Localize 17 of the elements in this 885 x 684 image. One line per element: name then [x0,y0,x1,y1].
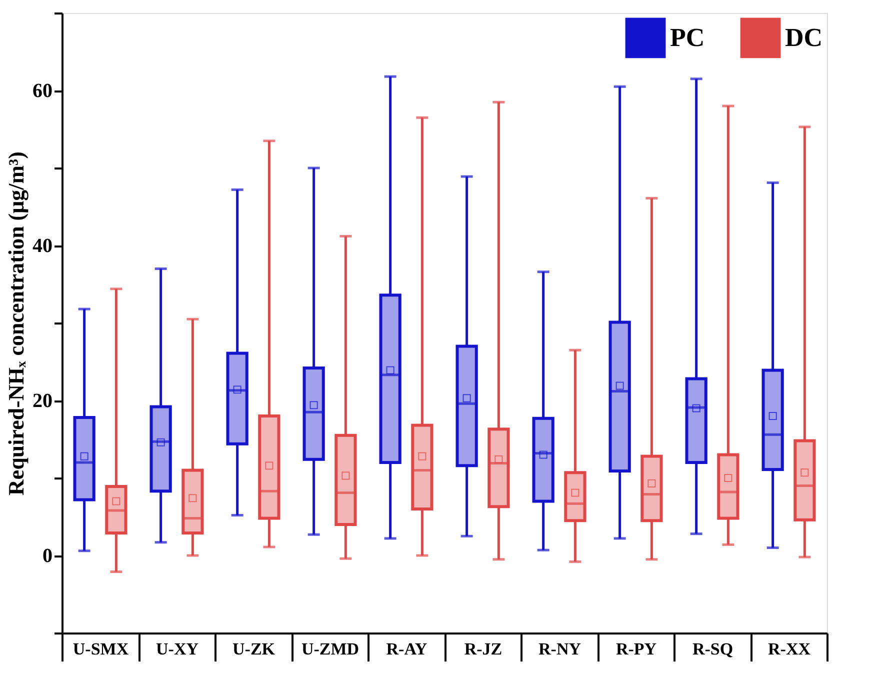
x-tick-label: U-ZK [232,640,276,658]
x-tick-label: U-XY [156,640,198,658]
x-tick-label: R-JZ [464,640,502,658]
x-tick-label: R-PY [616,640,657,658]
legend-label: DC [785,22,823,52]
y-tick-label: 0 [42,545,52,567]
x-tick-label: R-NY [538,640,581,658]
y-axis-title: Required-NHₓ concentration (μg/m³) [4,152,28,496]
x-tick-label: R-AY [386,640,428,658]
y-tick-label: 60 [32,80,52,102]
x-tick-label: R-SQ [692,640,734,658]
x-tick-label: R-XX [768,640,812,658]
y-tick-label: 40 [32,235,52,257]
x-tick-label: U-SMX [72,640,130,658]
x-tick-label: U-ZMD [301,640,360,658]
y-tick-label: 20 [32,390,52,412]
legend-label: PC [670,22,705,52]
